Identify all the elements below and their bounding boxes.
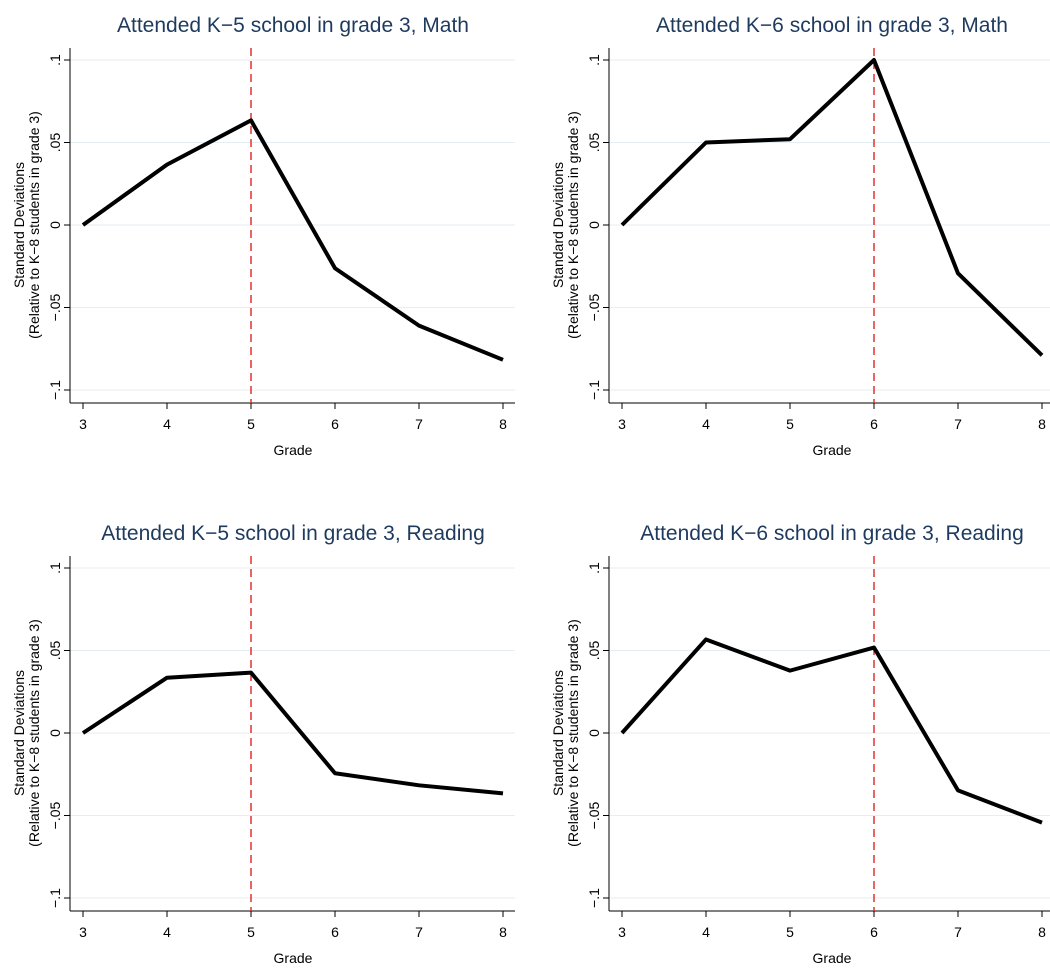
- y-tick-label: .05: [586, 133, 602, 153]
- x-tick-label: 4: [702, 416, 710, 432]
- y-tick-label: .1: [47, 562, 63, 574]
- x-tick-label: 5: [786, 924, 794, 940]
- x-axis-label: Grade: [813, 442, 852, 458]
- y-tick-label: 0: [586, 221, 602, 229]
- y-tick-label: 0: [47, 729, 63, 737]
- x-tick-label: 5: [247, 416, 255, 432]
- x-tick-label: 6: [870, 416, 878, 432]
- y-tick-label: .1: [586, 562, 602, 574]
- x-tick-label: 3: [618, 924, 626, 940]
- x-tick-label: 4: [163, 924, 171, 940]
- chart-title: Attended K−6 school in grade 3, Math: [656, 14, 1008, 37]
- x-axis-label: Grade: [274, 950, 313, 966]
- y-tick-label: .05: [47, 641, 63, 661]
- y-tick-label: .05: [586, 641, 602, 661]
- x-tick-label: 8: [1038, 416, 1046, 432]
- x-tick-label: 7: [954, 924, 962, 940]
- x-axis-label: Grade: [274, 442, 313, 458]
- y-tick-label: −.05: [586, 293, 602, 321]
- x-tick-label: 7: [415, 416, 423, 432]
- y-tick-label: 0: [47, 221, 63, 229]
- y-tick-label: −.05: [47, 801, 63, 829]
- y-axis-label: (Relative to K−8 students in grade 3): [26, 619, 42, 847]
- y-tick-label: −.1: [47, 380, 63, 400]
- x-tick-label: 8: [1038, 924, 1046, 940]
- chart-title: Attended K−6 school in grade 3, Reading: [640, 522, 1024, 545]
- y-axis-label: (Relative to K−8 students in grade 3): [565, 619, 581, 847]
- x-tick-label: 7: [954, 416, 962, 432]
- y-tick-label: .1: [586, 54, 602, 66]
- chart-title: Attended K−5 school in grade 3, Reading: [101, 522, 485, 545]
- x-tick-label: 6: [331, 924, 339, 940]
- x-tick-label: 3: [79, 416, 87, 432]
- y-axis-label: (Relative to K−8 students in grade 3): [565, 111, 581, 339]
- x-tick-label: 3: [79, 924, 87, 940]
- y-tick-label: −.05: [47, 293, 63, 321]
- y-tick-label: .1: [47, 54, 63, 66]
- chart-title: Attended K−5 school in grade 3, Math: [117, 14, 469, 37]
- y-axis-label: Standard Deviations: [11, 670, 27, 796]
- x-tick-label: 4: [163, 416, 171, 432]
- data-line: [620, 58, 1044, 357]
- y-tick-label: −.1: [47, 888, 63, 908]
- y-axis-label: Standard Deviations: [550, 162, 566, 288]
- x-tick-label: 7: [415, 924, 423, 940]
- y-tick-label: 0: [586, 729, 602, 737]
- y-tick-label: −.05: [586, 801, 602, 829]
- x-tick-label: 6: [870, 924, 878, 940]
- x-tick-label: 6: [331, 416, 339, 432]
- y-axis-label: (Relative to K−8 students in grade 3): [26, 111, 42, 339]
- y-tick-label: −.1: [586, 380, 602, 400]
- x-axis-label: Grade: [813, 950, 852, 966]
- y-tick-label: −.1: [586, 888, 602, 908]
- x-tick-label: 3: [618, 416, 626, 432]
- data-line: [620, 637, 1043, 825]
- x-tick-label: 8: [499, 924, 507, 940]
- data-line: [81, 670, 504, 796]
- y-axis-label: Standard Deviations: [550, 670, 566, 796]
- x-tick-label: 4: [702, 924, 710, 940]
- y-axis-label: Standard Deviations: [11, 162, 27, 288]
- x-tick-label: 5: [786, 416, 794, 432]
- y-tick-label: .05: [47, 133, 63, 153]
- x-tick-label: 8: [499, 416, 507, 432]
- data-line: [81, 118, 504, 362]
- x-tick-label: 5: [247, 924, 255, 940]
